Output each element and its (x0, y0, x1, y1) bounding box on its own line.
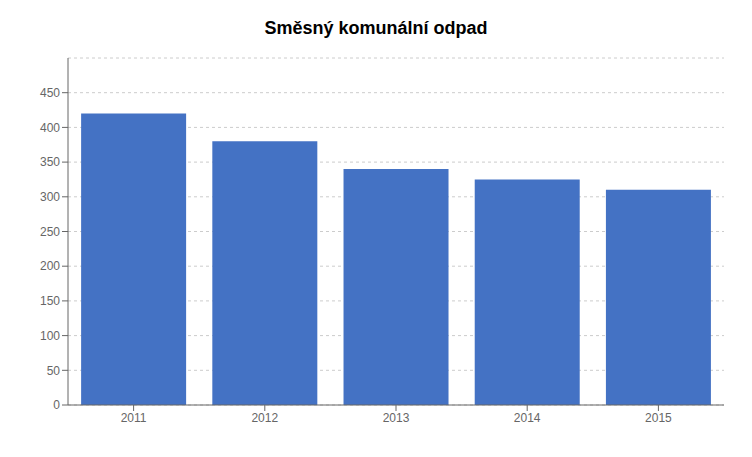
svg-text:150: 150 (40, 294, 60, 308)
svg-text:2012: 2012 (251, 411, 278, 425)
svg-text:2013: 2013 (383, 411, 410, 425)
svg-text:350: 350 (40, 155, 60, 169)
svg-text:100: 100 (40, 329, 60, 343)
svg-text:50: 50 (47, 364, 61, 378)
svg-text:2014: 2014 (514, 411, 541, 425)
html-text:Směsný komunální odpad: Směsný komunální odpad (264, 18, 488, 38)
svg-text:2011: 2011 (121, 411, 147, 425)
svg-text:0: 0 (53, 398, 60, 412)
svg-text:2015: 2015 (645, 411, 672, 425)
svg-text:250: 250 (40, 225, 60, 239)
svg-text:450: 450 (40, 86, 60, 100)
svg-text:200: 200 (40, 259, 60, 273)
svg-text:400: 400 (40, 121, 60, 135)
svg-text:300: 300 (40, 190, 60, 204)
